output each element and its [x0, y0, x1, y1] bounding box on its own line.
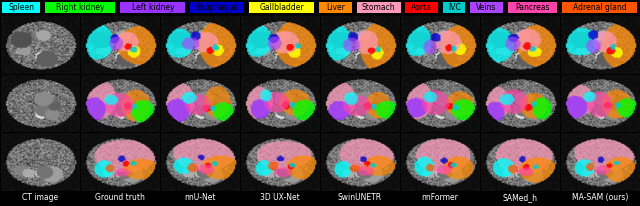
Text: CT image: CT image — [22, 193, 58, 202]
Text: Liver: Liver — [326, 3, 345, 12]
Text: 3D UX-Net: 3D UX-Net — [260, 193, 300, 202]
Text: nnU-Net: nnU-Net — [184, 193, 216, 202]
Text: Esophagus: Esophagus — [196, 3, 238, 12]
Bar — [2, 2, 40, 13]
Bar — [405, 2, 438, 13]
Text: nnFormer: nnFormer — [422, 193, 458, 202]
Text: Spleen: Spleen — [8, 3, 34, 12]
Text: Gallbladder: Gallbladder — [259, 3, 304, 12]
Text: Adrenal gland: Adrenal gland — [573, 3, 627, 12]
Text: Ground truth: Ground truth — [95, 193, 145, 202]
Text: Left kidney: Left kidney — [132, 3, 174, 12]
Bar — [508, 2, 557, 13]
Bar — [562, 2, 637, 13]
Bar — [120, 2, 186, 13]
Bar — [319, 2, 352, 13]
Text: Stomach: Stomach — [362, 3, 396, 12]
Bar — [443, 2, 465, 13]
Text: Aorta: Aorta — [412, 3, 432, 12]
Text: Veins: Veins — [476, 3, 497, 12]
Bar — [357, 2, 401, 13]
Text: Right kidney: Right kidney — [56, 3, 104, 12]
Text: Pancreas: Pancreas — [515, 3, 550, 12]
Text: IVC: IVC — [448, 3, 461, 12]
Text: MA-SAM (ours): MA-SAM (ours) — [572, 193, 628, 202]
Bar — [470, 2, 503, 13]
Text: SAMed_h: SAMed_h — [502, 193, 538, 202]
Text: SwinUNETR: SwinUNETR — [338, 193, 382, 202]
Bar — [190, 2, 244, 13]
Bar — [249, 2, 314, 13]
Bar — [45, 2, 115, 13]
